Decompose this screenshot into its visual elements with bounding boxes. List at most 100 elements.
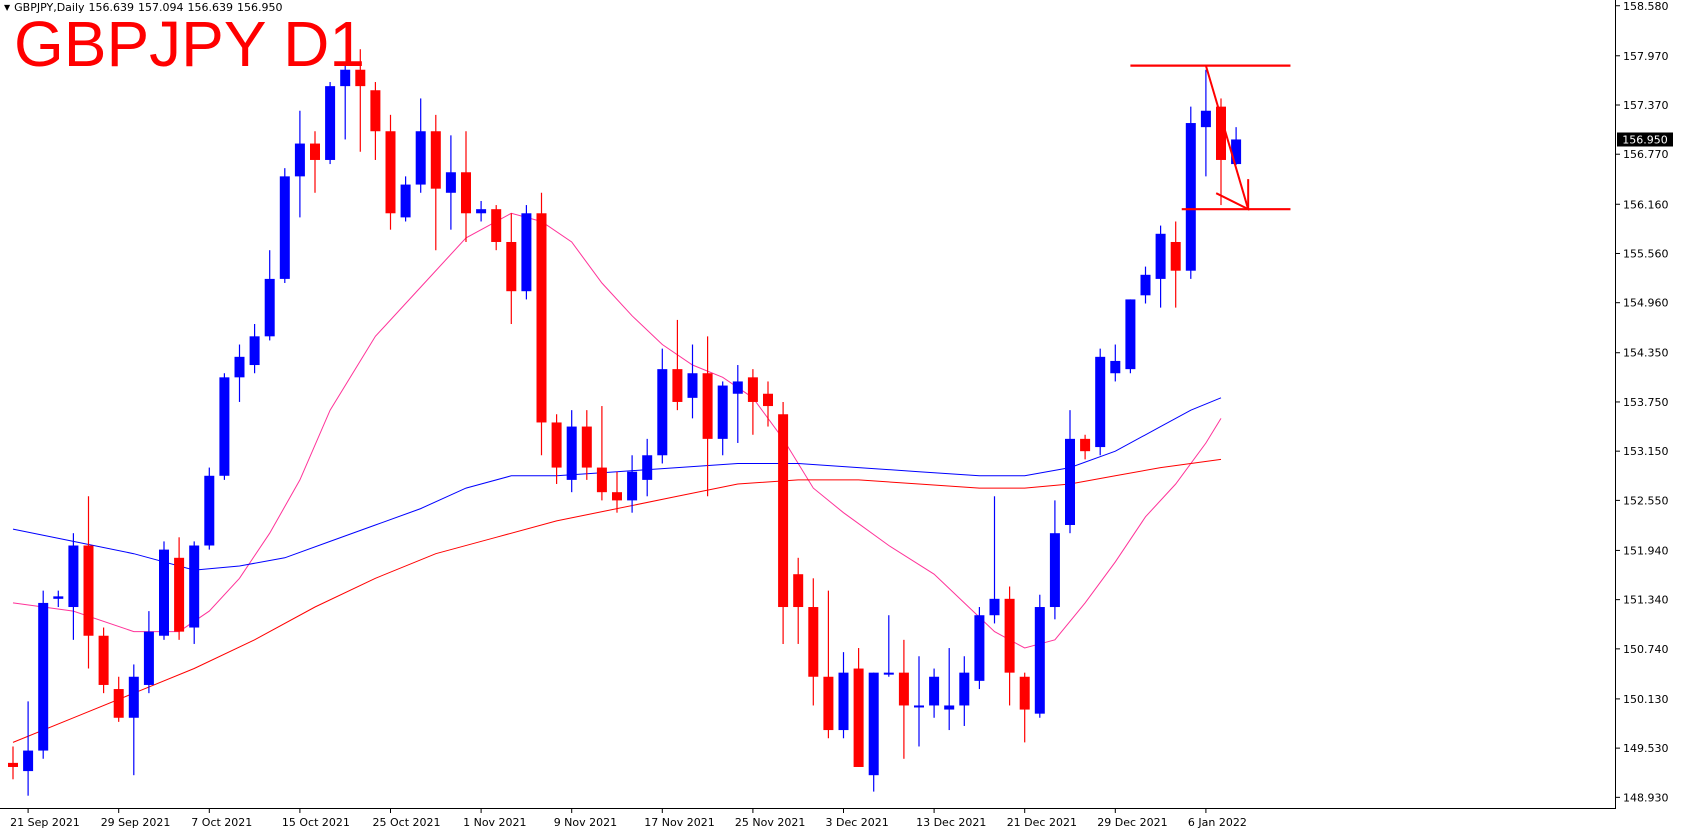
- candle-body: [883, 672, 894, 675]
- price-axis-labels: 158.580 157.970 157.370 156.770 156.160 155.5…: [1615, 0, 1669, 804]
- candle-body: [264, 278, 275, 337]
- price-tick-label: 151.340: [1623, 594, 1669, 607]
- time-tick-label: 29 Sep 2021: [101, 816, 171, 829]
- candle-body: [415, 131, 426, 185]
- candle-body: [355, 69, 366, 87]
- candle: [657, 348, 668, 464]
- candle-body: [143, 631, 154, 685]
- candle-body: [68, 545, 79, 608]
- candle-body: [128, 676, 139, 718]
- price-tick-label: 153.750: [1623, 396, 1669, 409]
- price-tick-label: 154.960: [1623, 297, 1669, 310]
- collapse-triangle-icon[interactable]: ▼: [4, 3, 11, 12]
- candle: [491, 205, 502, 251]
- candles: [8, 49, 1242, 796]
- time-tick-label: 3 Dec 2021: [826, 816, 889, 829]
- candle-body: [430, 131, 441, 189]
- candle-body: [174, 557, 185, 632]
- candle: [68, 533, 79, 640]
- candle: [189, 541, 200, 644]
- candle: [914, 656, 924, 747]
- candle: [898, 639, 909, 759]
- candle: [8, 746, 18, 780]
- candle-body: [113, 689, 124, 718]
- candle: [1170, 221, 1181, 308]
- candle-body: [234, 356, 245, 378]
- price-tick-label: 155.560: [1623, 247, 1669, 260]
- candle: [1125, 299, 1136, 374]
- time-tick-label: 1 Nov 2021: [463, 816, 526, 829]
- candle: [642, 438, 653, 497]
- current-price-box: [1617, 132, 1673, 147]
- candle-body: [1216, 106, 1226, 160]
- symbol-header: ▼ GBPJPY,Daily 156.639 157.094 156.639 156.95…: [4, 1, 287, 14]
- candle: [974, 607, 985, 690]
- candle-body: [808, 607, 819, 677]
- candle: [1110, 344, 1121, 382]
- candle: [1231, 127, 1242, 165]
- price-tick-label: 156.160: [1623, 198, 1669, 211]
- time-tick-label: 25 Nov 2021: [735, 816, 805, 829]
- candle: [370, 82, 381, 160]
- candle-body: [1200, 110, 1211, 128]
- candle: [340, 65, 351, 140]
- time-tick-label: 21 Dec 2021: [1007, 816, 1077, 829]
- candle: [1004, 586, 1015, 706]
- time-tick-label: 25 Oct 2021: [373, 816, 441, 829]
- trendline-annotations[interactable]: [1130, 64, 1291, 211]
- candle-body: [1140, 274, 1151, 296]
- candle-body: [400, 184, 411, 218]
- candle: [1185, 106, 1196, 279]
- candle-body: [1170, 241, 1181, 271]
- candle-body: [294, 143, 305, 177]
- down-arrow-shaft[interactable]: [1204, 65, 1250, 210]
- candle: [566, 410, 577, 493]
- candle: [672, 319, 683, 411]
- candle-body: [702, 373, 713, 439]
- candle: [98, 627, 109, 694]
- candle-body: [1080, 438, 1091, 452]
- candle-body: [914, 705, 924, 708]
- candle: [732, 365, 743, 443]
- candle-body: [1049, 533, 1060, 608]
- candle: [279, 168, 290, 284]
- candle: [717, 381, 728, 456]
- time-axis-labels: 21 Sep 2021 29 Sep 2021 7 Oct 2021 15 Oct 2…: [10, 808, 1247, 829]
- price-tick-label: 154.350: [1623, 347, 1669, 360]
- price-tick-label: 148.930: [1623, 791, 1669, 804]
- price-tick-label: 158.580: [1623, 0, 1669, 13]
- price-tick-label: 156.770: [1623, 148, 1669, 161]
- candle-body: [1095, 356, 1106, 448]
- axes: [0, 0, 1616, 809]
- candle: [204, 467, 215, 550]
- candle-body: [612, 492, 622, 501]
- candle-body: [1019, 676, 1030, 710]
- candle-body: [1185, 123, 1196, 271]
- candle: [883, 615, 894, 677]
- candle: [1049, 500, 1060, 620]
- candle-body: [476, 209, 487, 214]
- symbol-name: GBPJPY,Daily: [14, 1, 85, 14]
- candle: [612, 471, 622, 513]
- candle-body: [1155, 233, 1166, 279]
- candle-body: [340, 69, 351, 87]
- down-arrow-head-icon: [1215, 179, 1250, 211]
- candle-body: [581, 426, 592, 468]
- candle-body: [672, 369, 683, 402]
- candle: [596, 406, 607, 501]
- candle: [400, 176, 411, 222]
- time-tick-label: 17 Nov 2021: [644, 816, 714, 829]
- candle: [385, 114, 396, 230]
- candle-body: [838, 672, 849, 731]
- candle: [1080, 434, 1091, 460]
- candle-body: [1110, 360, 1121, 374]
- candle-body: [596, 467, 607, 493]
- candle: [83, 496, 94, 669]
- candle: [959, 656, 970, 726]
- candle-body: [763, 393, 773, 407]
- low-price: 156.639: [187, 1, 234, 14]
- candle: [159, 541, 169, 640]
- time-tick-label: 21 Sep 2021: [10, 816, 80, 829]
- candle-body: [929, 676, 940, 706]
